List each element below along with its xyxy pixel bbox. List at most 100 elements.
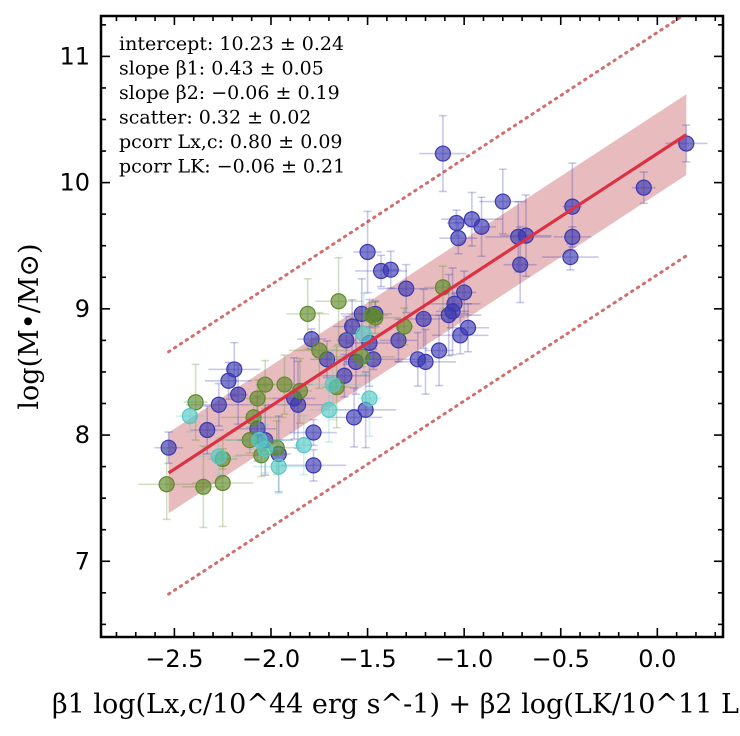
marker [382,261,399,278]
blue-point [439,221,478,255]
plot-frame [99,14,725,639]
marker [195,478,212,495]
blue-point [446,302,490,353]
blue-point [381,250,401,289]
marker [320,401,338,418]
marker [330,293,347,310]
green-point [349,301,402,335]
marker [361,390,378,407]
marker [295,437,312,454]
annotation-line: slope β2: −0.06 ± 0.19 [119,82,340,104]
y-tick-label: 11 [59,42,90,70]
marker [398,280,415,297]
blue-point [500,194,552,278]
marker [299,305,316,322]
annotation-line: slope β1: 0.43 ± 0.05 [119,58,324,80]
blue-point [542,243,599,271]
intrinsic-scatter-lines [167,16,688,596]
annotation-line: intercept: 10.23 ± 0.24 [119,33,344,55]
marker [303,331,320,348]
x-tick-label: −1.5 [338,645,396,673]
blue-point [378,263,435,314]
cyan-point [195,437,243,476]
marker [270,458,287,475]
y-tick-label: 7 [75,547,90,575]
green-point [315,257,363,346]
marker [311,342,328,359]
blue-point [325,387,383,448]
y-tick-label: 9 [75,295,90,323]
marker [276,376,293,393]
blue-point [395,328,457,395]
marker [415,310,432,328]
marker [459,319,477,336]
tick-labels: −2.5 −2.0 −1.5 −1.0 −0.5 0.0 7 8 9 10 11 [59,42,676,673]
green-point [287,357,312,424]
marker [353,348,370,365]
green-point [394,307,414,346]
blue-point [631,171,656,205]
data-points-layer [138,114,708,529]
green-point [138,448,195,521]
cyan-point [357,359,382,438]
marker [257,440,274,458]
marker [305,457,322,474]
blue-point [190,405,224,455]
blue-point [228,364,248,425]
best-fit-line [167,133,688,475]
green-point [255,359,275,410]
blue-point [424,314,454,387]
marker [210,448,227,465]
marker [181,408,198,425]
blue-point [402,288,445,350]
marker [450,230,467,247]
annotation-box: intercept: 10.23 ± 0.24 slope β1: 0.43 ± … [119,33,345,178]
marker [359,243,376,261]
axis-ticks [101,16,723,637]
cyan-point [252,439,305,495]
annotation-line: pcorr Lx,c: 0.80 ± 0.09 [119,131,343,153]
cyan-point [175,399,205,433]
blue-point [553,225,592,248]
marker [417,353,434,370]
cyan-point [342,292,385,376]
x-axis-label: β1 log(Lx,c/10^44 erg s^-1) + β2 log(LK/… [52,689,740,720]
marker [345,409,363,426]
marker [562,248,579,266]
marker [305,424,322,441]
x-tick-label: −2.0 [242,645,300,673]
marker [564,228,581,245]
marker [210,396,227,413]
y-tick-label: 10 [59,169,90,197]
y-tick-label: 8 [75,421,90,449]
marker [367,309,384,326]
marker [160,439,177,456]
cyan-point [304,348,362,421]
fit-line-layer [167,133,688,475]
green-point [286,277,329,350]
scatter-line-upper [167,16,686,354]
scatter-line-lower [167,254,688,596]
blue-point [154,431,183,465]
marker [158,476,175,493]
marker [230,386,247,403]
blue-point [297,328,326,351]
x-tick-label: −2.5 [145,645,203,673]
marker [214,474,231,492]
cyan-point [248,424,282,474]
green-point [328,345,395,368]
marker [226,361,243,378]
x-tick-label: −0.5 [532,645,590,673]
blue-point [208,341,261,397]
axis-labels: β1 log(Lx,c/10^44 erg s^-1) + β2 log(LK/… [14,243,740,720]
marker [355,325,372,343]
marker [434,145,452,162]
annotation-line: pcorr LK: −0.06 ± 0.21 [119,156,345,178]
marker [249,390,266,407]
blue-point [467,196,496,258]
blue-point [353,210,382,294]
y-axis-label: log(M•/M⊙) [14,243,45,409]
marker [456,284,473,301]
x-tick-label: −1.0 [435,645,493,673]
